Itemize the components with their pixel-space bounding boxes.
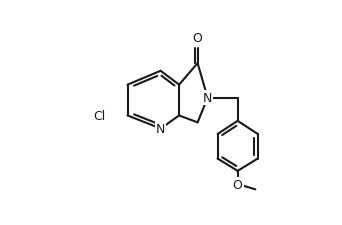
- Text: O: O: [193, 32, 202, 45]
- Text: Cl: Cl: [93, 109, 105, 122]
- Text: N: N: [203, 92, 212, 105]
- Text: O: O: [233, 178, 242, 191]
- Text: N: N: [156, 122, 165, 135]
